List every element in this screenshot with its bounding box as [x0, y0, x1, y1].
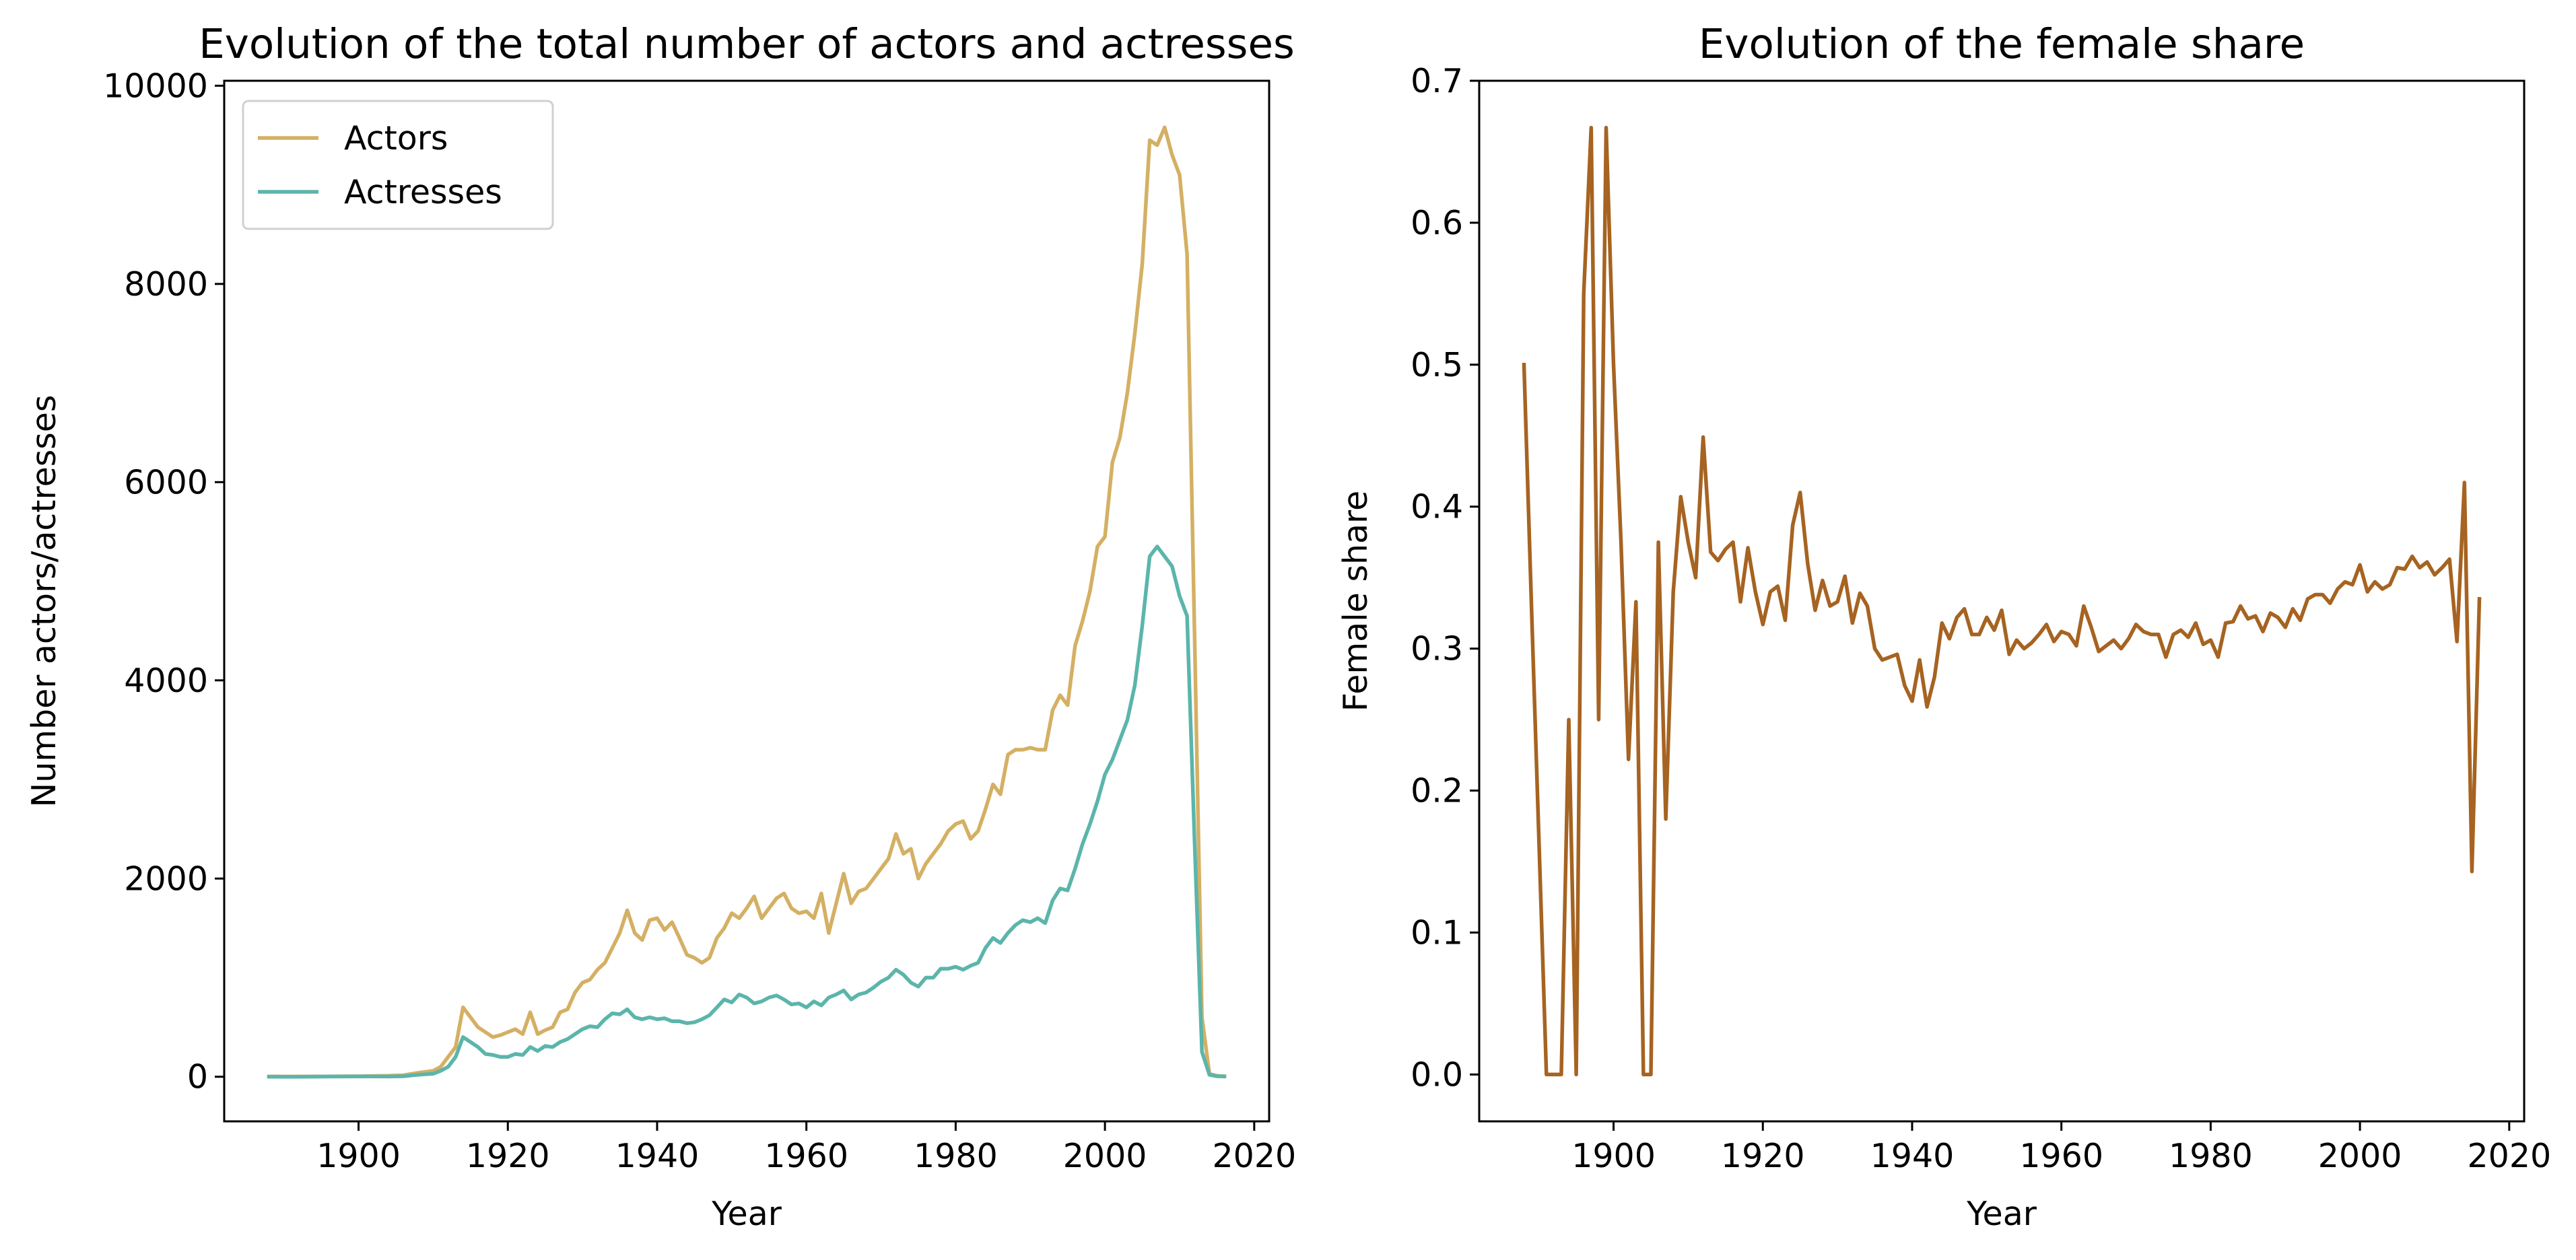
right-x-tick-label: 1940: [1870, 1137, 1955, 1175]
left-x-tick-label: 1920: [466, 1137, 550, 1175]
left-x-tick-label: 1940: [615, 1137, 700, 1175]
right-x-tick-label: 1920: [1721, 1137, 1805, 1175]
left-y-tick-label: 6000: [124, 463, 208, 501]
left-series-line-actors: [267, 125, 1227, 1079]
right-y-tick-label: 0.0: [1411, 1055, 1463, 1094]
left-legend-label-actors: Actors: [344, 119, 448, 158]
left-y-axis-label: Number actors/actresses: [25, 395, 63, 808]
right-series-line-0: [1522, 125, 2482, 1077]
right-x-tick-label: 1900: [1571, 1137, 1656, 1175]
right-chart-panel: 1900 1920 1940 1960 1980 2000 2020 0.0 0.1 0.2 0.3…: [1336, 20, 2551, 1233]
left-x-axis-label: Year: [711, 1195, 782, 1233]
left-x-tick-label: 2020: [1212, 1137, 1296, 1175]
left-chart-panel: 1900 1920 1940 1960 1980 2000 2020 0 2000 4000 600…: [25, 20, 1296, 1233]
right-y-tick-label: 0.3: [1411, 630, 1463, 668]
left-y-tick-label: 2000: [124, 860, 208, 898]
left-x-tick-label: 1960: [764, 1137, 848, 1175]
right-y-tick-label: 0.4: [1411, 488, 1463, 526]
right-y-tick-label: 0.2: [1411, 772, 1463, 810]
right-y-tick-label: 0.1: [1411, 913, 1463, 952]
right-axes-frame: [1478, 79, 2526, 1123]
right-chart-title: Evolution of the female share: [1699, 20, 2305, 68]
right-y-axis-label: Female share: [1336, 491, 1375, 712]
left-y-tick-label: 8000: [124, 265, 208, 304]
left-chart-title: Evolution of the total number of actors …: [199, 20, 1295, 68]
left-axes-frame: [223, 79, 1270, 1123]
right-y-tick-label: 0.5: [1411, 346, 1463, 384]
left-legend-box: [242, 100, 554, 230]
right-x-tick-label: 2020: [2467, 1137, 2551, 1175]
left-y-tick-label: 4000: [124, 662, 208, 700]
right-x-tick-label: 2000: [2318, 1137, 2402, 1175]
left-y-tick-label: 10000: [103, 67, 208, 105]
left-series-line-actresses: [267, 545, 1227, 1079]
right-y-tick-label: 0.6: [1411, 204, 1463, 242]
right-y-tick-label: 0.7: [1411, 62, 1463, 100]
left-legend-label-actresses: Actresses: [344, 173, 502, 211]
left-x-tick-label: 1980: [914, 1137, 998, 1175]
right-x-axis-label: Year: [1966, 1195, 2037, 1233]
left-y-tick-label: 0: [187, 1058, 208, 1096]
left-x-tick-label: 2000: [1063, 1137, 1147, 1175]
left-x-tick-label: 1900: [316, 1137, 401, 1175]
left-legend: Actors Actresses: [242, 100, 554, 230]
right-x-tick-label: 1960: [2019, 1137, 2103, 1175]
right-x-tick-label: 1980: [2169, 1137, 2253, 1175]
